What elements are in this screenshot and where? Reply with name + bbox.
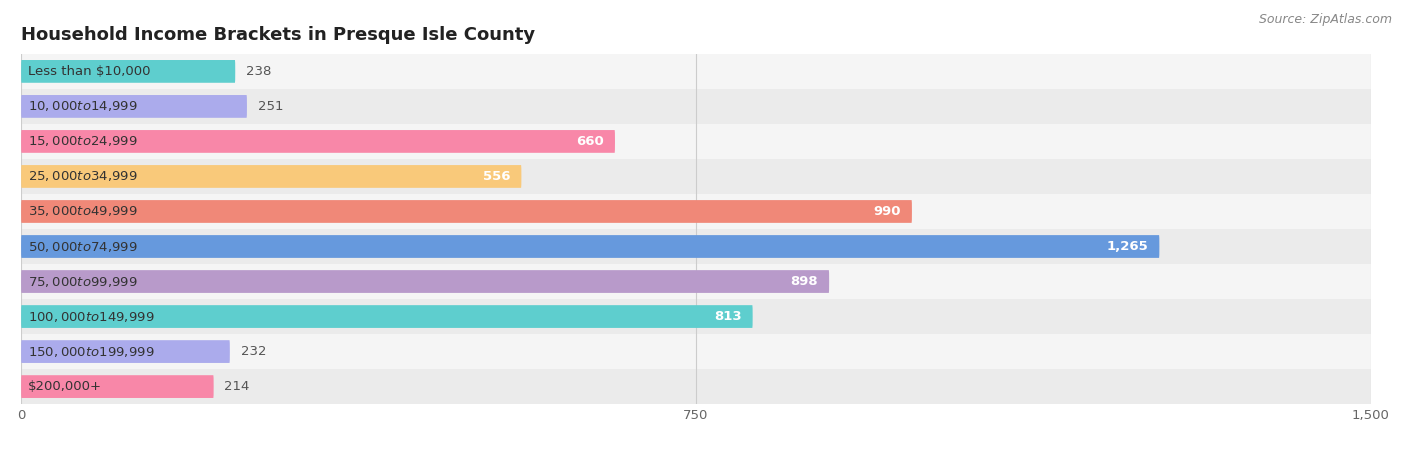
Text: Source: ZipAtlas.com: Source: ZipAtlas.com bbox=[1258, 13, 1392, 26]
Text: 556: 556 bbox=[484, 170, 510, 183]
FancyBboxPatch shape bbox=[21, 270, 830, 293]
Text: Household Income Brackets in Presque Isle County: Household Income Brackets in Presque Isl… bbox=[21, 26, 536, 44]
Text: 214: 214 bbox=[225, 380, 250, 393]
Bar bbox=[21, 229, 1371, 264]
Bar bbox=[21, 264, 1371, 299]
Bar bbox=[21, 89, 1371, 124]
Bar bbox=[21, 369, 1371, 404]
Text: $75,000 to $99,999: $75,000 to $99,999 bbox=[28, 274, 138, 289]
FancyBboxPatch shape bbox=[21, 340, 229, 363]
Text: 238: 238 bbox=[246, 65, 271, 78]
Text: 660: 660 bbox=[576, 135, 605, 148]
Text: $200,000+: $200,000+ bbox=[28, 380, 103, 393]
FancyBboxPatch shape bbox=[21, 235, 1160, 258]
Bar bbox=[21, 54, 1371, 89]
Text: 232: 232 bbox=[240, 345, 266, 358]
Text: 898: 898 bbox=[790, 275, 818, 288]
Text: 813: 813 bbox=[714, 310, 742, 323]
Text: 1,265: 1,265 bbox=[1107, 240, 1149, 253]
Bar bbox=[21, 334, 1371, 369]
Text: $100,000 to $149,999: $100,000 to $149,999 bbox=[28, 309, 155, 324]
FancyBboxPatch shape bbox=[21, 375, 214, 398]
Text: $150,000 to $199,999: $150,000 to $199,999 bbox=[28, 344, 155, 359]
Text: 990: 990 bbox=[873, 205, 901, 218]
Bar bbox=[21, 159, 1371, 194]
Text: Less than $10,000: Less than $10,000 bbox=[28, 65, 150, 78]
FancyBboxPatch shape bbox=[21, 200, 912, 223]
Text: $50,000 to $74,999: $50,000 to $74,999 bbox=[28, 239, 138, 254]
Text: $35,000 to $49,999: $35,000 to $49,999 bbox=[28, 204, 138, 219]
FancyBboxPatch shape bbox=[21, 60, 235, 83]
Bar bbox=[21, 299, 1371, 334]
Text: 251: 251 bbox=[257, 100, 283, 113]
Text: $25,000 to $34,999: $25,000 to $34,999 bbox=[28, 169, 138, 184]
Text: $15,000 to $24,999: $15,000 to $24,999 bbox=[28, 134, 138, 149]
Text: $10,000 to $14,999: $10,000 to $14,999 bbox=[28, 99, 138, 114]
FancyBboxPatch shape bbox=[21, 165, 522, 188]
Bar bbox=[21, 124, 1371, 159]
Bar bbox=[21, 194, 1371, 229]
FancyBboxPatch shape bbox=[21, 305, 752, 328]
FancyBboxPatch shape bbox=[21, 130, 614, 153]
FancyBboxPatch shape bbox=[21, 95, 247, 118]
